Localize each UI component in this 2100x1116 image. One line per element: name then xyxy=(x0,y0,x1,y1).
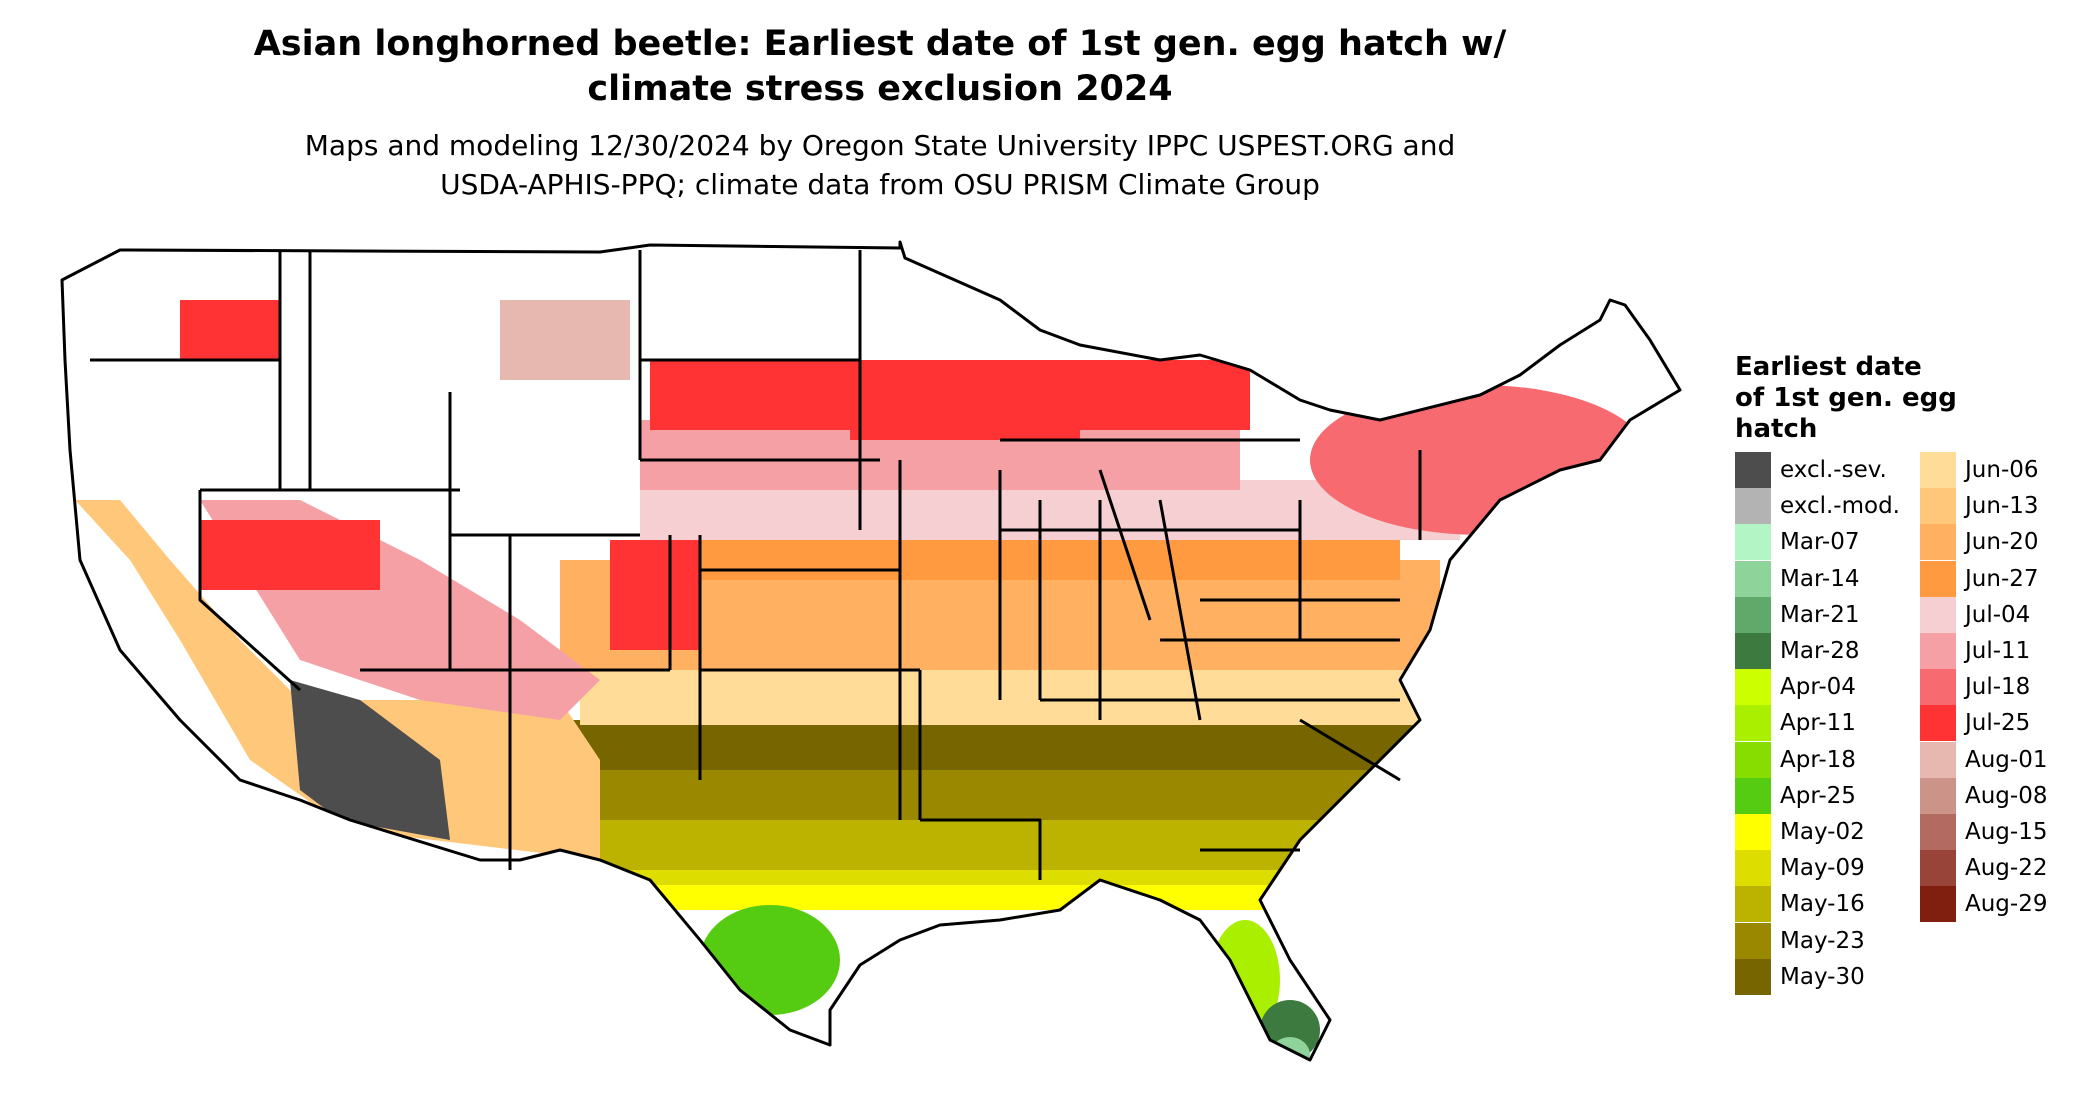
legend-label: May-16 xyxy=(1780,891,1865,918)
legend-label: Jun-20 xyxy=(1965,529,2039,556)
legend-swatch xyxy=(1735,669,1771,706)
legend-swatch xyxy=(1920,669,1956,706)
legend-label: Jun-27 xyxy=(1965,565,2039,592)
band-west-coast-orange xyxy=(75,500,600,860)
title-line-1: Asian longhorned beetle: Earliest date o… xyxy=(253,24,1507,64)
legend-swatch xyxy=(1735,777,1771,814)
legend-swatch xyxy=(1735,814,1771,850)
legend-label: Jul-11 xyxy=(1965,638,2031,664)
subtitle-line-2: USDA-APHIS-PPQ; climate data from OSU PR… xyxy=(440,168,1320,201)
legend-swatch xyxy=(1920,886,1956,923)
band-may-02 xyxy=(620,885,1300,910)
legend-label: Aug-08 xyxy=(1965,782,2048,809)
legend-swatch xyxy=(1735,596,1771,633)
legend-swatch xyxy=(1735,922,1771,959)
legend-swatch xyxy=(1920,596,1956,633)
legend-swatch xyxy=(1735,452,1771,488)
legend-label: Apr-25 xyxy=(1780,782,1856,809)
legend-label: Jul-25 xyxy=(1965,710,2031,737)
band-nv-jul-25 xyxy=(200,520,380,590)
legend-label: excl.-mod. xyxy=(1780,493,1900,520)
legend-label: May-02 xyxy=(1780,819,1865,845)
legend-swatch xyxy=(1920,633,1956,669)
legend-label: Aug-01 xyxy=(1965,746,2048,773)
legend-label: Jun-13 xyxy=(1965,493,2039,520)
legend-label: May-30 xyxy=(1780,963,1865,990)
title-line-2: climate stress exclusion 2024 xyxy=(587,69,1173,109)
legend-label: May-09 xyxy=(1780,855,1865,882)
legend-swatch xyxy=(1920,850,1956,887)
legend-swatch xyxy=(1920,452,1956,488)
band-wa-jul-25 xyxy=(180,300,280,360)
band-apr-25 xyxy=(700,905,840,1015)
band-jun-06 xyxy=(580,665,1460,725)
borders-west xyxy=(90,250,672,870)
borders-central xyxy=(638,250,1202,880)
legend-label: May-23 xyxy=(1780,927,1865,954)
subtitle-line-1: Maps and modeling 12/30/2024 by Oregon S… xyxy=(304,129,1456,162)
legend-label: Mar-07 xyxy=(1780,529,1860,556)
band-mn-jul-25 xyxy=(850,380,1080,440)
legend-label: Apr-11 xyxy=(1780,710,1856,737)
legend-label: Apr-18 xyxy=(1780,746,1856,773)
legend-swatch xyxy=(1735,488,1771,525)
legend-label: excl.-sev. xyxy=(1780,457,1887,483)
legend-label: Mar-21 xyxy=(1780,601,1860,628)
map-subtitle: Maps and modeling 12/30/2024 by Oregon S… xyxy=(0,126,1760,204)
legend-swatch xyxy=(1920,777,1956,814)
legend-swatch xyxy=(1735,886,1771,923)
legend-title-line-3: hatch xyxy=(1735,414,1818,444)
legend-label: Mar-14 xyxy=(1780,565,1860,592)
legend-swatch xyxy=(1920,741,1956,778)
legend-swatch xyxy=(1920,560,1956,597)
legend-swatch xyxy=(1735,560,1771,597)
legend-swatch xyxy=(1735,741,1771,778)
state-borders xyxy=(60,240,1682,1062)
legend-swatch xyxy=(1920,705,1956,742)
legend-title-line-2: of 1st gen. egg xyxy=(1735,383,1957,413)
map-title: Asian longhorned beetle: Earliest date o… xyxy=(0,22,1760,112)
legend-label: Aug-22 xyxy=(1965,855,2048,882)
legend-label: Mar-28 xyxy=(1780,638,1860,664)
legend-swatch xyxy=(1735,633,1771,669)
legend-label: Jul-04 xyxy=(1965,601,2031,628)
legend-swatch xyxy=(1735,958,1771,995)
legend-swatch xyxy=(1735,524,1771,561)
band-mt-aug-01 xyxy=(500,300,630,380)
legend-swatch xyxy=(1920,488,1956,525)
legend-swatch xyxy=(1735,850,1771,887)
legend-swatch xyxy=(1920,814,1956,850)
borders-east xyxy=(1000,438,1422,852)
legend-label: Aug-15 xyxy=(1965,819,2048,845)
legend-title: Earliest date of 1st gen. egg hatch xyxy=(1735,352,1957,445)
legend-label: Apr-04 xyxy=(1780,674,1856,701)
legend-label: Jul-18 xyxy=(1965,674,2031,701)
band-southwest-excluded xyxy=(290,680,450,840)
legend-swatch xyxy=(1735,705,1771,742)
legend-label: Jun-06 xyxy=(1965,457,2039,483)
legend-swatch xyxy=(1920,524,1956,561)
band-co-jul-25 xyxy=(610,540,700,650)
legend-label: Aug-29 xyxy=(1965,891,2048,918)
us-outline xyxy=(60,240,1682,1062)
legend-title-line-1: Earliest date xyxy=(1735,352,1922,382)
